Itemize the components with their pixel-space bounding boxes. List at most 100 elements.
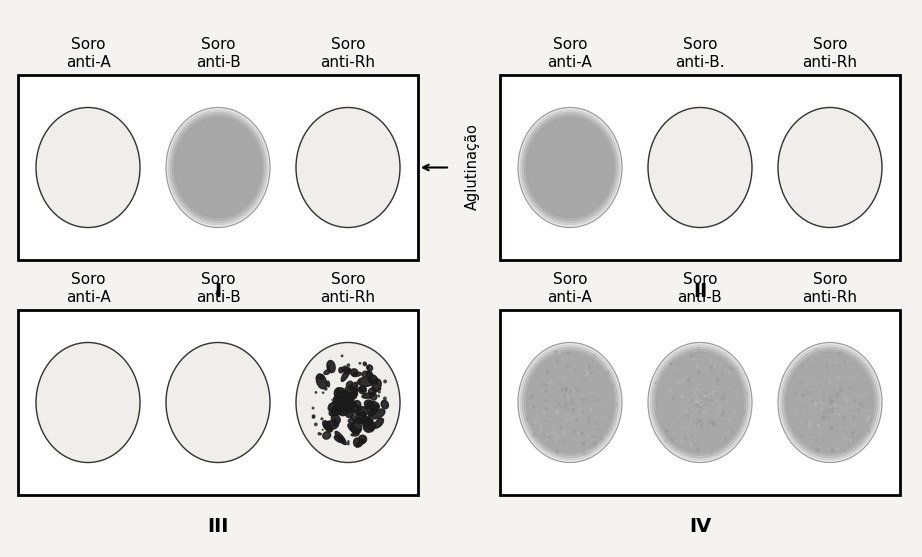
Ellipse shape xyxy=(564,390,566,392)
Ellipse shape xyxy=(91,382,98,389)
Ellipse shape xyxy=(209,437,212,439)
Ellipse shape xyxy=(571,399,572,400)
Ellipse shape xyxy=(223,167,225,169)
Ellipse shape xyxy=(111,375,113,377)
Ellipse shape xyxy=(77,160,78,162)
Ellipse shape xyxy=(353,438,361,447)
Ellipse shape xyxy=(91,127,93,129)
Ellipse shape xyxy=(233,208,235,210)
Ellipse shape xyxy=(686,201,692,206)
Ellipse shape xyxy=(209,157,212,158)
Ellipse shape xyxy=(64,400,78,406)
Ellipse shape xyxy=(347,364,349,367)
Ellipse shape xyxy=(225,172,227,173)
Text: Soro: Soro xyxy=(553,37,587,52)
Ellipse shape xyxy=(335,418,336,419)
Ellipse shape xyxy=(852,395,854,397)
Ellipse shape xyxy=(808,178,818,187)
Ellipse shape xyxy=(238,372,242,377)
Ellipse shape xyxy=(836,165,843,172)
Ellipse shape xyxy=(705,390,706,392)
Ellipse shape xyxy=(574,393,576,394)
Ellipse shape xyxy=(187,398,194,405)
Ellipse shape xyxy=(690,431,692,432)
Ellipse shape xyxy=(238,388,240,390)
Ellipse shape xyxy=(528,182,530,184)
Ellipse shape xyxy=(574,163,577,165)
Ellipse shape xyxy=(91,174,93,176)
Ellipse shape xyxy=(822,424,823,426)
Ellipse shape xyxy=(226,439,230,447)
Ellipse shape xyxy=(538,178,540,180)
Ellipse shape xyxy=(778,108,882,227)
Ellipse shape xyxy=(545,400,546,402)
Ellipse shape xyxy=(343,412,345,414)
Ellipse shape xyxy=(683,128,690,136)
Ellipse shape xyxy=(584,380,585,382)
Ellipse shape xyxy=(107,371,119,382)
Ellipse shape xyxy=(89,194,90,196)
Ellipse shape xyxy=(115,169,117,171)
Ellipse shape xyxy=(367,402,379,411)
Ellipse shape xyxy=(836,393,839,396)
Ellipse shape xyxy=(818,449,820,451)
Ellipse shape xyxy=(572,170,574,173)
Ellipse shape xyxy=(813,408,815,410)
Ellipse shape xyxy=(593,162,594,163)
Ellipse shape xyxy=(195,415,204,422)
Ellipse shape xyxy=(853,389,855,390)
Ellipse shape xyxy=(339,409,340,411)
Ellipse shape xyxy=(544,400,547,403)
Ellipse shape xyxy=(707,419,710,421)
Ellipse shape xyxy=(348,399,349,400)
Text: I: I xyxy=(215,282,221,301)
Ellipse shape xyxy=(217,167,219,169)
Bar xyxy=(500,75,900,260)
Ellipse shape xyxy=(826,361,827,363)
Ellipse shape xyxy=(98,165,104,174)
Ellipse shape xyxy=(567,170,569,172)
Ellipse shape xyxy=(361,439,365,443)
Ellipse shape xyxy=(672,168,673,170)
Ellipse shape xyxy=(100,157,101,159)
Ellipse shape xyxy=(346,166,352,173)
Ellipse shape xyxy=(56,165,61,169)
Ellipse shape xyxy=(195,172,197,173)
Ellipse shape xyxy=(543,411,545,413)
Ellipse shape xyxy=(683,138,692,141)
Ellipse shape xyxy=(87,403,90,412)
Ellipse shape xyxy=(572,145,573,146)
Ellipse shape xyxy=(573,431,575,433)
Ellipse shape xyxy=(219,394,221,395)
Ellipse shape xyxy=(854,433,856,435)
Ellipse shape xyxy=(240,125,242,127)
Ellipse shape xyxy=(824,163,835,175)
Ellipse shape xyxy=(692,182,706,196)
Ellipse shape xyxy=(553,175,554,177)
Ellipse shape xyxy=(369,388,376,395)
Ellipse shape xyxy=(547,433,549,435)
Ellipse shape xyxy=(819,122,833,135)
Ellipse shape xyxy=(607,149,609,152)
Ellipse shape xyxy=(71,412,75,415)
Ellipse shape xyxy=(695,407,696,408)
Ellipse shape xyxy=(565,387,568,390)
Ellipse shape xyxy=(55,161,57,163)
Ellipse shape xyxy=(564,162,568,165)
Ellipse shape xyxy=(706,123,707,124)
Ellipse shape xyxy=(675,133,678,135)
Ellipse shape xyxy=(104,193,109,198)
Ellipse shape xyxy=(91,409,98,415)
Ellipse shape xyxy=(313,415,314,417)
Ellipse shape xyxy=(539,199,542,201)
Ellipse shape xyxy=(590,130,593,133)
Ellipse shape xyxy=(183,416,194,428)
Ellipse shape xyxy=(666,430,668,432)
Ellipse shape xyxy=(687,379,689,381)
Ellipse shape xyxy=(824,402,825,403)
Ellipse shape xyxy=(582,164,585,166)
Ellipse shape xyxy=(686,418,689,421)
Ellipse shape xyxy=(573,441,575,443)
Ellipse shape xyxy=(581,201,583,202)
Ellipse shape xyxy=(561,169,563,171)
